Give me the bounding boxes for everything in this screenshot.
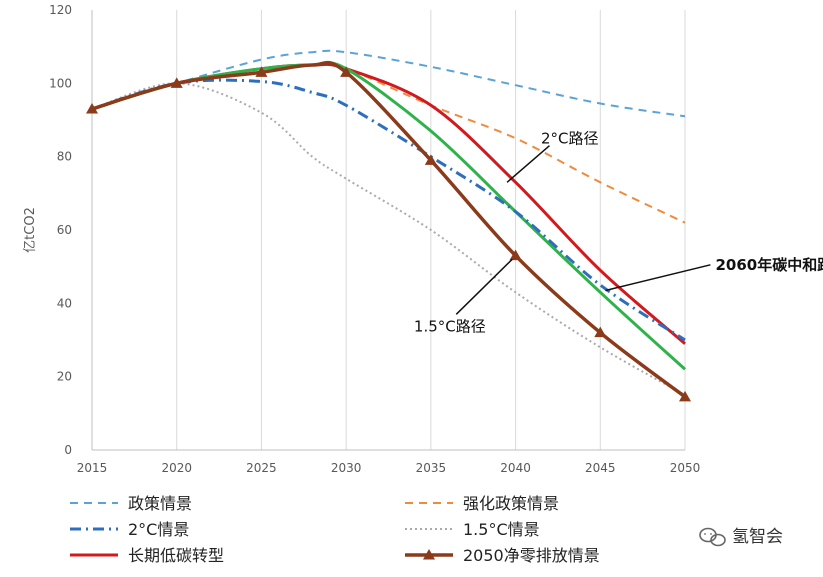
y-tick-label: 40 <box>57 296 72 310</box>
legend-label: 强化政策情景 <box>463 494 559 513</box>
x-tick-label: 2035 <box>416 461 447 475</box>
legend-item-3: 1.5°C情景 <box>405 520 540 539</box>
y-tick-label: 100 <box>49 76 72 90</box>
data-point-marker <box>679 390 691 402</box>
x-tick-label: 2045 <box>585 461 616 475</box>
grid-layer <box>91 10 686 450</box>
data-point-marker <box>86 103 98 114</box>
legend-item-4: 长期低碳转型 <box>70 546 224 565</box>
annotation-text: 1.5°C路径 <box>414 317 486 335</box>
axis-layer: 2015 2020 2025 2030 2035 2040 2045 205002040608… <box>23 3 700 475</box>
y-tick-label: 60 <box>57 223 72 237</box>
legend-label: 2050净零排放情景 <box>463 546 600 565</box>
series-line <box>91 49 686 118</box>
legend-marker <box>423 549 435 560</box>
legend-item-0: 政策情景 <box>70 494 192 513</box>
data-point-marker <box>255 66 268 77</box>
series-line <box>91 61 687 371</box>
series-0 <box>91 49 686 118</box>
y-tick-label: 0 <box>64 443 72 457</box>
watermark: 氢智会 <box>699 527 783 547</box>
y-axis-label: 亿tCO2 <box>23 207 38 253</box>
x-tick-label: 2030 <box>331 461 362 475</box>
data-point-marker <box>340 66 353 77</box>
annotation-1: 2060年碳中和路径 <box>605 256 823 292</box>
watermark-text: 氢智会 <box>732 527 783 547</box>
series-line <box>91 60 687 399</box>
series-line <box>91 82 686 396</box>
x-tick-label: 2050 <box>670 461 701 475</box>
y-tick-label: 80 <box>57 150 72 164</box>
wechat-logo-icon <box>699 527 726 547</box>
data-point-marker <box>170 77 183 88</box>
y-tick-label: 20 <box>57 370 72 384</box>
series-4 <box>91 61 687 371</box>
legend-label: 政策情景 <box>128 494 192 513</box>
x-tick-label: 2020 <box>161 461 192 475</box>
x-tick-label: 2040 <box>500 461 531 475</box>
data-point-marker <box>509 249 522 261</box>
annotation-2: 1.5°C路径 <box>414 258 513 335</box>
annotation-leader <box>506 145 550 183</box>
legend-item-1: 强化政策情景 <box>405 494 559 513</box>
series-5 <box>91 78 686 342</box>
series-layer <box>86 49 691 402</box>
series-2 <box>91 82 686 396</box>
legend-item-2: 2°C情景 <box>70 520 189 539</box>
y-tick-label: 120 <box>49 3 72 17</box>
legend-label: 长期低碳转型 <box>128 546 224 565</box>
series-6 <box>86 60 691 402</box>
annotation-text: 2°C路径 <box>541 130 599 148</box>
annotation-layer: 2°C路径 2060年碳中和路径 1.5°C路径 <box>414 130 823 336</box>
x-tick-label: 2025 <box>246 461 277 475</box>
annotation-text: 2060年碳中和路径 <box>715 256 823 274</box>
annotation-0: 2°C路径 <box>506 130 599 183</box>
data-point-marker <box>424 154 437 165</box>
annotation-leader <box>605 264 711 292</box>
x-tick-label: 2015 <box>77 461 108 475</box>
data-point-marker <box>594 326 607 338</box>
annotation-leader <box>455 258 513 315</box>
series-line <box>91 78 686 342</box>
legend-label: 1.5°C情景 <box>463 520 540 539</box>
legend-label: 2°C情景 <box>128 520 189 539</box>
legend-item-5: 2050净零排放情景 <box>405 546 600 565</box>
